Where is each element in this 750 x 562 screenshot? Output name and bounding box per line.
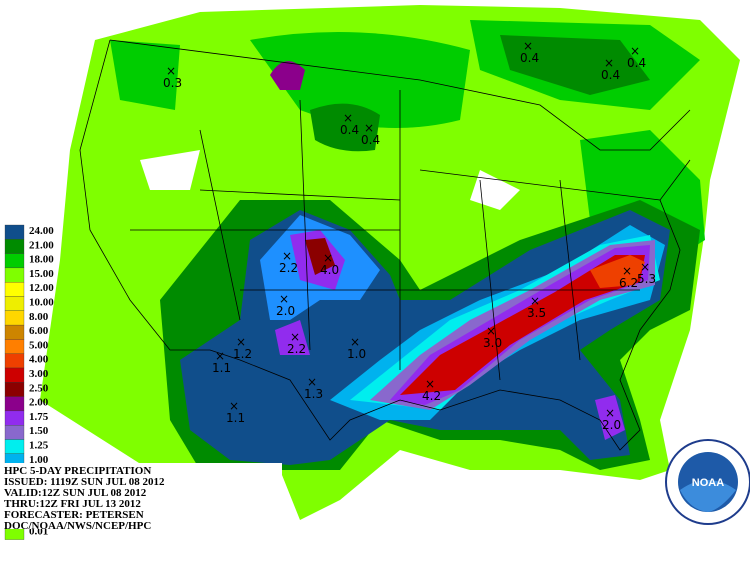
legend-swatch (4, 439, 25, 454)
max-marker: × (604, 56, 614, 70)
max-label: 0.4 (340, 123, 359, 137)
noaa-logo: NOAA (665, 439, 750, 525)
max-marker: × (364, 121, 374, 135)
max-label: 0.4 (601, 68, 620, 82)
max-label: 2.2 (279, 261, 298, 275)
max-label: 3.0 (483, 336, 502, 350)
max-label: 3.5 (527, 306, 546, 320)
legend-swatch (4, 267, 25, 283)
max-label: 2.0 (276, 304, 295, 318)
max-label: 1.3 (304, 387, 323, 401)
max-marker: × (166, 64, 176, 78)
max-label: 1.1 (212, 361, 231, 375)
info-box (0, 463, 282, 529)
max-label: 1.2 (233, 347, 252, 361)
max-marker: × (523, 39, 533, 53)
legend-swatch (4, 382, 25, 397)
max-label: 1.0 (347, 347, 366, 361)
legend-swatch (4, 224, 25, 240)
legend-swatch (4, 296, 25, 311)
info-line: DOC/NOAA/NWS/NCEP/HPC (4, 520, 151, 532)
legend-swatch (4, 239, 25, 254)
max-marker: × (290, 330, 300, 344)
info-line: HPC 5-DAY PRECIPITATION (4, 465, 151, 477)
max-label: 6.2 (619, 276, 638, 290)
legend-label: 5.00 (29, 339, 49, 351)
legend-label: 12.00 (29, 282, 54, 294)
legend-swatch (4, 425, 25, 440)
legend-swatch (4, 310, 25, 326)
info-line: ISSUED: 1119Z SUN JUL 08 2012 (4, 476, 165, 488)
maxima: ×0.3×0.4 ×0.4×0.4×0.4 ×0.4×2.2×4.0×2.0×2.2… (163, 39, 656, 432)
max-label: 0.4 (520, 51, 539, 65)
legend-label: 2.00 (29, 397, 49, 409)
legend-label: 2.50 (29, 382, 49, 394)
legend-swatch (4, 410, 25, 426)
info-line: FORECASTER: PETERSEN (4, 509, 144, 521)
max-label: 0.4 (627, 56, 646, 70)
max-label: 2.0 (602, 418, 621, 432)
logo-text: NOAA (692, 477, 724, 489)
max-marker: × (215, 349, 225, 363)
legend-label: 1.75 (29, 411, 49, 423)
max-marker: × (279, 292, 289, 306)
info-line: VALID:12Z SUN JUL 08 2012 (4, 487, 147, 499)
legend-label: 4.00 (29, 354, 49, 366)
legend-swatch (4, 367, 25, 383)
max-marker: × (323, 251, 333, 265)
legend-swatch (4, 339, 25, 354)
max-marker: × (630, 44, 640, 58)
max-marker: × (425, 377, 435, 391)
legend-swatch (4, 282, 25, 297)
legend-swatch (4, 353, 25, 369)
precip-fields (40, 5, 740, 520)
max-marker: × (622, 264, 632, 278)
max-marker: × (282, 249, 292, 263)
legend-label: 6.00 (29, 325, 49, 337)
legend-label: 21.00 (29, 239, 54, 251)
max-marker: × (486, 324, 496, 338)
legend-swatch (4, 253, 25, 269)
legend-label: 3.00 (29, 368, 49, 380)
legend-label: 1.00 (29, 454, 49, 466)
legend-swatch (4, 396, 25, 412)
legend-label: 8.00 (29, 311, 49, 323)
max-marker: × (350, 335, 360, 349)
max-label: 2.2 (287, 342, 306, 356)
max-marker: × (343, 111, 353, 125)
max-label: 0.4 (361, 133, 380, 147)
max-label: 4.0 (320, 263, 339, 277)
max-marker: × (229, 399, 239, 413)
max-label: 0.3 (163, 76, 182, 90)
boundaries (79, 39, 691, 451)
legend-label: 15.00 (29, 268, 54, 280)
legend-label: 18.00 (29, 254, 54, 266)
max-label: 4.2 (422, 389, 441, 403)
legend-label: 1.25 (29, 440, 49, 452)
max-marker: × (640, 260, 650, 274)
max-label: 5.3 (637, 272, 656, 286)
max-marker: × (530, 294, 540, 308)
max-marker: × (605, 406, 615, 420)
max-marker: × (307, 375, 317, 389)
legend-swatch (4, 324, 25, 340)
legend-label: 1.50 (29, 425, 49, 437)
max-marker: × (236, 335, 246, 349)
info-line: THRU:12Z FRI JUL 13 2012 (4, 498, 141, 510)
max-label: 1.1 (226, 411, 245, 425)
legend-label: 10.00 (29, 297, 54, 309)
legend-label: 24.00 (29, 225, 54, 237)
